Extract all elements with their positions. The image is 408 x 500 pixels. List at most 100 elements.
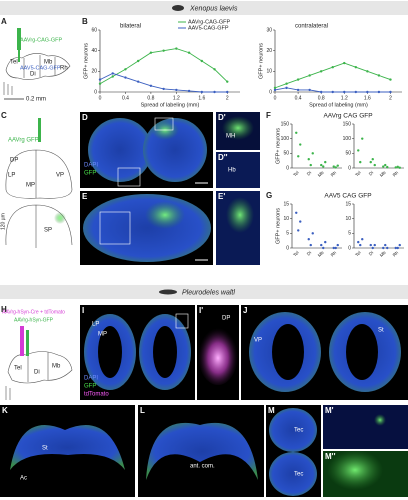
data-point	[285, 82, 288, 85]
data-point	[361, 238, 364, 241]
x-tick-label: Tel	[354, 250, 362, 258]
y-tick-label: 0	[286, 245, 289, 251]
data-point	[382, 246, 385, 250]
label: AAVrg-hSyn-GFP	[14, 317, 54, 323]
label: MH	[226, 134, 235, 140]
label: Di	[34, 370, 40, 376]
data-point	[322, 246, 325, 250]
scale-label: 120 µm	[0, 213, 6, 230]
y-tick-label: 30	[266, 27, 272, 33]
x-tick-label: 1.6	[364, 95, 371, 101]
data-point	[307, 238, 310, 241]
y-tick-label: 15	[345, 201, 351, 207]
data-point	[273, 88, 277, 92]
data-point	[187, 89, 191, 93]
chart-title: contralateral	[295, 24, 328, 30]
data-point	[296, 88, 300, 92]
label: Tec	[294, 428, 303, 434]
x-tick-label: 0.4	[122, 95, 129, 101]
panel-label: H	[1, 305, 7, 314]
label: MP	[26, 183, 35, 189]
label: AAVrg-CAG-GFP	[20, 37, 63, 43]
data-point	[162, 49, 165, 52]
x-tick-label: 1.2	[341, 95, 348, 101]
schematic-a: AAVrg-CAG-GFP AAV5-CAG-GFP Tel Di Mb Rh …	[3, 28, 71, 103]
data-point	[124, 76, 127, 79]
data-point	[111, 72, 114, 75]
data-point	[396, 165, 399, 169]
data-point	[354, 66, 358, 69]
x-tick-label: Mb	[317, 250, 325, 258]
data-point	[111, 75, 114, 78]
x-tick-label: 1.2	[173, 95, 180, 101]
schematic-c: AAVrg GFP DP LP VP MP SP 120 µm	[0, 118, 73, 248]
data-point	[311, 232, 314, 235]
data-point	[226, 80, 229, 83]
data-point	[213, 68, 216, 71]
banner	[0, 285, 408, 299]
x-axis-label: Spread of labeling (mm)	[309, 102, 368, 108]
data-point	[382, 165, 385, 168]
data-point	[357, 149, 360, 152]
label: VP	[254, 338, 262, 344]
y-tick-label: 20	[266, 48, 272, 54]
panel-label: I'	[199, 306, 203, 315]
y-tick-label: 0	[348, 245, 351, 251]
data-point	[136, 59, 140, 63]
series-line	[99, 48, 228, 85]
x-tick-label: Rh	[330, 170, 338, 178]
data-point	[384, 163, 387, 167]
label: Di	[30, 72, 36, 78]
data-point	[98, 78, 102, 81]
y-tick-label: 100	[343, 136, 352, 142]
y-tick-label: 10	[283, 216, 289, 222]
data-point	[386, 246, 389, 250]
label: tdTomato	[84, 392, 109, 398]
y-tick-label: 60	[91, 27, 97, 33]
x-tick-label: Di	[368, 250, 375, 257]
y-tick-label: 15	[283, 201, 289, 207]
data-point	[396, 246, 399, 250]
y-axis-label: GFP+ neurons	[275, 208, 281, 244]
data-point	[299, 220, 302, 223]
data-point	[334, 246, 337, 250]
x-tick-label: 1.6	[198, 95, 205, 101]
data-point	[324, 160, 327, 164]
y-tick-label: 5	[348, 231, 351, 237]
data-point	[359, 243, 362, 247]
y-tick-label: 0	[348, 165, 351, 171]
x-tick-label: 0	[274, 95, 277, 101]
panel-label: F	[266, 111, 271, 120]
y-tick-label: 150	[343, 121, 352, 127]
y-tick-label: 0	[94, 89, 97, 95]
data-point	[322, 165, 325, 168]
data-point	[331, 90, 334, 94]
data-point	[377, 74, 381, 77]
data-point	[357, 240, 360, 244]
y-axis-label: GFP+ neurons	[258, 43, 264, 79]
data-point	[324, 240, 327, 244]
x-tick-label: Tel	[292, 250, 300, 258]
panel-label: K	[2, 406, 8, 415]
data-point	[319, 70, 323, 73]
data-point	[309, 243, 312, 247]
banner	[0, 1, 408, 15]
data-point	[149, 84, 153, 88]
label: MP	[98, 332, 107, 338]
label: VP	[56, 173, 64, 179]
data-point	[377, 90, 381, 94]
x-tick-label: Di	[306, 250, 313, 257]
data-point	[354, 90, 358, 94]
x-tick-label: Tel	[292, 170, 300, 178]
x-tick-label: Di	[306, 170, 313, 177]
data-point	[389, 78, 392, 81]
label: DAPI	[84, 376, 98, 382]
panel-label: M'	[325, 406, 334, 415]
data-point	[213, 90, 216, 94]
x-tick-label: Rh	[392, 170, 400, 178]
label: ant. com.	[190, 464, 215, 470]
x-axis-label: Spread of labeling (mm)	[141, 102, 200, 108]
